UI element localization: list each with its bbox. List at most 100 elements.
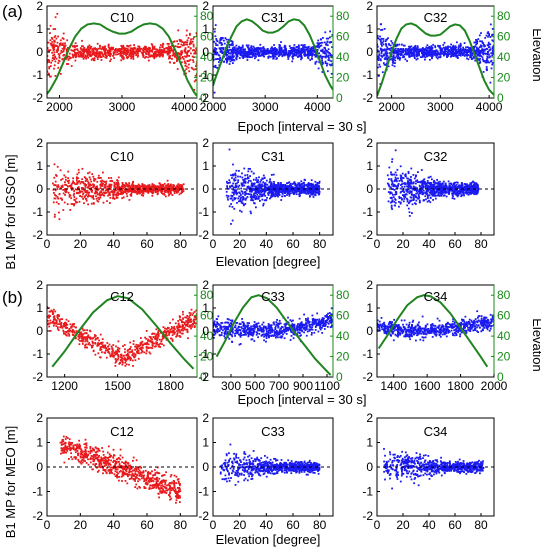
point — [226, 185, 228, 187]
point — [322, 62, 324, 64]
point — [92, 51, 95, 54]
point — [227, 49, 230, 52]
point — [81, 178, 83, 181]
point — [306, 48, 309, 50]
point — [168, 50, 171, 53]
point — [380, 52, 383, 55]
point — [143, 186, 145, 189]
point — [387, 37, 389, 40]
point — [150, 54, 152, 57]
point — [81, 45, 83, 47]
point — [394, 44, 397, 46]
point — [113, 189, 116, 191]
point — [312, 183, 314, 186]
point — [383, 63, 386, 66]
point — [269, 56, 272, 58]
point — [430, 190, 433, 192]
point — [229, 60, 232, 63]
point — [310, 57, 313, 60]
point — [238, 195, 240, 198]
point — [445, 53, 448, 55]
point — [246, 196, 249, 198]
point — [192, 45, 195, 48]
point — [257, 50, 259, 52]
point — [475, 46, 478, 49]
point — [50, 36, 53, 39]
point — [307, 185, 309, 188]
point — [86, 54, 89, 57]
point — [65, 184, 68, 186]
point — [257, 46, 260, 49]
point — [316, 182, 319, 185]
point — [238, 200, 240, 203]
point — [128, 186, 131, 188]
point — [487, 31, 490, 33]
point — [330, 72, 333, 75]
point — [122, 196, 125, 199]
point — [133, 189, 136, 191]
point — [73, 44, 76, 47]
point — [240, 182, 243, 185]
point — [137, 45, 140, 48]
point — [475, 182, 478, 185]
point — [318, 46, 321, 49]
point — [489, 36, 492, 38]
point — [298, 45, 300, 48]
point — [137, 50, 139, 53]
y-tick-label: 1 — [36, 22, 43, 36]
point — [220, 42, 223, 44]
point — [479, 57, 481, 60]
point — [52, 57, 55, 59]
point — [171, 194, 174, 196]
point — [178, 193, 181, 196]
point — [254, 57, 256, 60]
point — [226, 186, 229, 189]
point — [309, 195, 311, 198]
point — [248, 47, 251, 50]
point — [489, 23, 492, 26]
x-tick-label: 3000 — [109, 100, 136, 114]
point — [108, 51, 111, 53]
point — [274, 190, 277, 193]
point — [65, 48, 68, 51]
point — [52, 48, 55, 50]
point — [283, 52, 286, 54]
point — [288, 181, 291, 184]
point — [410, 48, 413, 50]
point — [50, 61, 52, 64]
point — [87, 195, 90, 197]
point — [426, 50, 428, 53]
point — [147, 52, 150, 55]
point — [48, 67, 51, 70]
point — [398, 50, 401, 53]
point — [431, 57, 433, 60]
point — [261, 183, 263, 186]
y-tick-label: 1 — [202, 22, 209, 36]
point — [379, 58, 382, 60]
point — [246, 186, 249, 189]
point — [74, 56, 77, 59]
point — [191, 40, 194, 43]
point — [492, 50, 494, 53]
point — [392, 183, 395, 186]
point — [447, 45, 449, 48]
point — [137, 54, 140, 57]
point — [227, 38, 230, 41]
point — [395, 55, 398, 58]
point — [99, 51, 102, 54]
point — [88, 171, 91, 174]
point — [386, 52, 389, 55]
point — [121, 182, 124, 184]
point — [379, 39, 382, 41]
point — [458, 54, 460, 56]
point — [294, 184, 297, 187]
point — [156, 48, 158, 51]
point — [59, 73, 62, 75]
point — [49, 42, 52, 45]
elevation-curve — [47, 22, 197, 97]
point — [189, 47, 192, 50]
point — [247, 181, 249, 184]
point — [262, 52, 265, 54]
point — [180, 43, 183, 46]
point — [270, 190, 273, 192]
